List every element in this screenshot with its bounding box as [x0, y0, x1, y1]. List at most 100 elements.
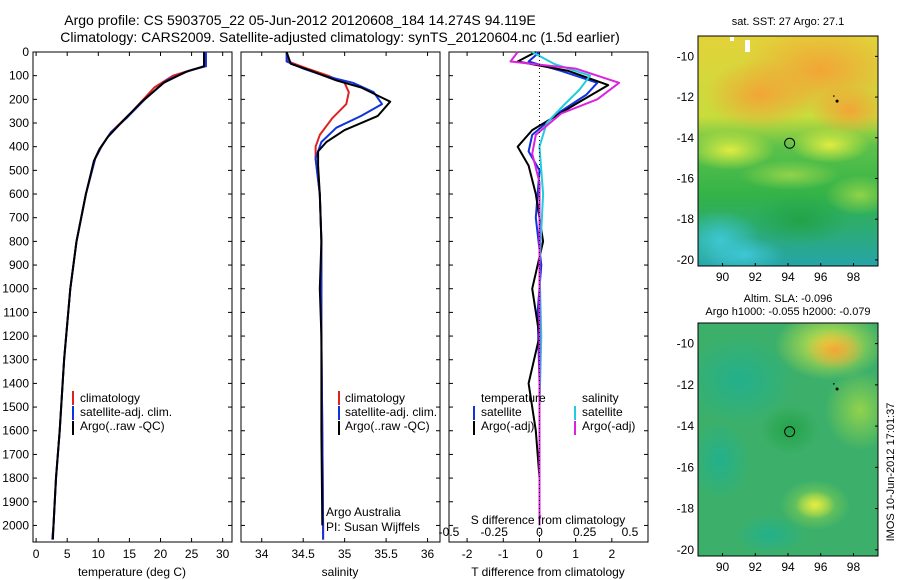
x-tick-label: 10 — [92, 547, 106, 561]
depth-tick-label: 2000 — [2, 518, 29, 532]
legend-label: climatology — [345, 391, 405, 405]
depth-tick-label: 1500 — [2, 400, 29, 414]
s-tick-label: -0.5 — [439, 525, 460, 539]
x-tick-label: 34 — [255, 547, 269, 561]
map-x-tick-label: 94 — [781, 270, 795, 284]
temperature-axis-label: temperature (deg C) — [78, 565, 186, 579]
depth-tick-label: 1800 — [2, 471, 29, 485]
header-subtitle: Climatology: CARS2009. Satellite-adjuste… — [60, 29, 620, 45]
temperature-panel — [32, 51, 233, 543]
legend-label: satellite-adj. clim. — [80, 405, 172, 419]
map-y-tick-label: -14 — [677, 419, 695, 433]
sla-map-subtitle: Argo h1000: -0.055 h2000: -0.079 — [705, 306, 870, 318]
x-tick-label: 0 — [536, 547, 543, 561]
legend-title-salinity: salinity — [582, 391, 619, 405]
depth-tick-label: 800 — [9, 234, 29, 248]
pi-label: PI: Susan Wijffels — [326, 520, 420, 534]
map-y-tick-label: -20 — [677, 543, 695, 557]
difference-panel — [448, 51, 649, 543]
map-y-tick-label: -18 — [677, 502, 695, 516]
depth-tick-label: 0 — [22, 45, 29, 59]
sst-map — [698, 36, 878, 266]
sla-map-title: Altim. SLA: -0.096 — [744, 293, 833, 305]
sla-map — [698, 323, 878, 556]
x-tick-label: 2 — [608, 547, 615, 561]
map-y-tick-label: -12 — [677, 90, 695, 104]
x-tick-label: 1 — [572, 547, 579, 561]
legend-label: Argo(-adj) — [582, 419, 635, 433]
depth-tick-label: 100 — [9, 69, 29, 83]
map-x-tick-label: 92 — [749, 560, 763, 574]
difference-legend: temperature salinity satellite Argo(-adj… — [473, 391, 635, 435]
depth-tick-label: 1600 — [2, 424, 29, 438]
x-tick-label: -2 — [462, 547, 473, 561]
argo-position-marker — [784, 426, 796, 438]
island-marker — [833, 383, 835, 385]
map-y-tick-label: -20 — [677, 253, 695, 267]
x-tick-label: 15 — [123, 547, 137, 561]
imos-timestamp-label: IMOS 10-Jun-2012 17:01:37 — [885, 403, 897, 542]
argo-australia-label: Argo Australia — [326, 505, 401, 519]
depth-tick-label: 900 — [9, 258, 29, 272]
salinity-axis-label: salinity — [322, 565, 359, 579]
temperature-legend: climatology satellite-adj. clim. Argo(..… — [72, 391, 172, 435]
depth-tick-label: 1300 — [2, 353, 29, 367]
map-y-tick-label: -14 — [677, 131, 695, 145]
map-x-tick-label: 94 — [781, 560, 795, 574]
depth-tick-label: 500 — [9, 163, 29, 177]
s-difference-label: S difference from climatology — [471, 513, 626, 527]
header-title: Argo profile: CS 5903705_22 05-Jun-2012 … — [64, 12, 535, 28]
x-tick-label: 35 — [338, 547, 352, 561]
x-tick-label: 0 — [33, 547, 40, 561]
depth-tick-label: 1000 — [2, 282, 29, 296]
island-marker — [833, 95, 835, 97]
depth-tick-label: 200 — [9, 92, 29, 106]
map-x-tick-label: 90 — [716, 270, 730, 284]
depth-tick-label: 1400 — [2, 376, 29, 390]
map-x-tick-label: 98 — [847, 270, 861, 284]
depth-tick-label: 1700 — [2, 447, 29, 461]
depth-tick-label: 1100 — [3, 305, 29, 319]
map-x-tick-label: 96 — [814, 270, 828, 284]
s-tick-label: 0.25 — [573, 525, 597, 539]
map-y-tick-label: -10 — [677, 337, 695, 351]
depth-tick-label: 300 — [9, 116, 29, 130]
legend-label: Argo(-adj) — [481, 419, 534, 433]
x-tick-label: 20 — [154, 547, 168, 561]
legend-label: satellite — [582, 405, 623, 419]
map-x-tick-label: 98 — [847, 560, 861, 574]
map-y-tick-label: -16 — [677, 171, 695, 185]
legend-label: Argo(..raw -QC) — [80, 419, 165, 433]
depth-tick-label: 700 — [9, 211, 29, 225]
sst-map-title: sat. SST: 27 Argo: 27.1 — [732, 16, 845, 28]
legend-label: satellite — [481, 405, 522, 419]
argo-position-marker — [784, 137, 796, 149]
x-tick-label: 25 — [185, 547, 199, 561]
map-y-tick-label: -12 — [677, 378, 695, 392]
map-x-tick-label: 92 — [749, 270, 763, 284]
difference-axis-label: T difference from climatology — [471, 565, 625, 579]
x-tick-label: 34.5 — [292, 547, 316, 561]
x-tick-label: -1 — [498, 547, 509, 561]
legend-label: climatology — [80, 391, 140, 405]
salinity-legend: climatology satellite-adj. clim. Argo(..… — [338, 391, 437, 435]
legend-label: Argo(..raw -QC) — [345, 419, 430, 433]
map-y-tick-label: -10 — [677, 49, 695, 63]
legend-label: satellite-adj. clim. — [345, 405, 437, 419]
island-marker — [835, 99, 839, 103]
island-marker — [835, 387, 839, 391]
x-tick-label: 5 — [64, 547, 71, 561]
x-tick-label: 36 — [421, 547, 435, 561]
s-tick-label: -0.25 — [481, 525, 509, 539]
series-line-temperature-2 — [51, 52, 205, 540]
series-line-salinity-2 — [285, 51, 392, 526]
s-tick-label: 0.5 — [622, 525, 639, 539]
depth-tick-label: 1900 — [2, 495, 29, 509]
x-tick-label: 35.5 — [374, 547, 398, 561]
map-x-tick-label: 96 — [814, 560, 828, 574]
map-x-tick-label: 90 — [716, 560, 730, 574]
depth-tick-label: 600 — [9, 187, 29, 201]
map-y-tick-label: -16 — [677, 460, 695, 474]
x-tick-label: 30 — [216, 547, 230, 561]
